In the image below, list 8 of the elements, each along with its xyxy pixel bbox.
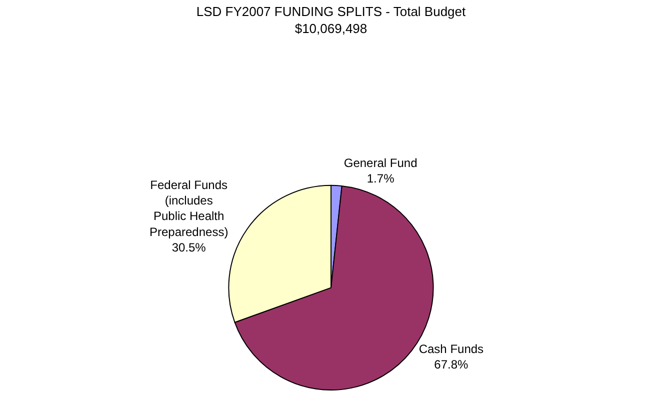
slice-label: Federal Funds (includes Public Health Preparedness) bbox=[149, 178, 228, 239]
chart-subtitle: $10,069,498 bbox=[294, 20, 368, 36]
data-label: 67.8% bbox=[434, 357, 469, 372]
chart-title: LSD FY2007 FUNDING SPLITS - Total Budget bbox=[196, 4, 466, 19]
slice-label: Cash Funds bbox=[418, 342, 484, 356]
slice-label: General Fund bbox=[344, 156, 418, 170]
data-label: 30.5% bbox=[172, 240, 206, 254]
data-label: 1.7% bbox=[366, 172, 395, 186]
